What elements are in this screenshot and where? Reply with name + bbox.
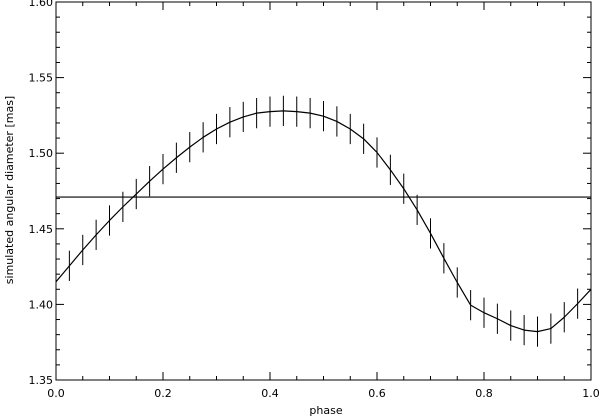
- x-tick-label: 0.2: [154, 387, 172, 400]
- y-tick-label: 1.50: [29, 147, 54, 160]
- plot-area: [55, 1, 592, 381]
- y-tick-label: 1.60: [29, 0, 54, 9]
- x-axis-ticks: 0.0 0.2 0.4 0.6 0.8 1.0: [47, 2, 600, 400]
- series-group: [55, 110, 592, 333]
- y-axis-label: simulated angular diameter [mas]: [3, 96, 16, 284]
- x-tick-label: 0.6: [368, 387, 386, 400]
- y-tick-label: 1.35: [29, 374, 54, 387]
- y-tick-label: 1.40: [29, 298, 54, 311]
- x-axis-label: phase: [309, 404, 342, 417]
- plot-frame: [55, 1, 592, 381]
- x-tick-label: 1.0: [582, 387, 600, 400]
- angular-diameter-curve: [55, 110, 592, 333]
- x-tick-label: 0.8: [475, 387, 493, 400]
- y-tick-label: 1.55: [29, 72, 54, 85]
- x-tick-label: 0.0: [47, 387, 65, 400]
- x-tick-label: 0.4: [261, 387, 279, 400]
- y-tick-label: 1.45: [29, 223, 54, 236]
- y-axis-ticks: 1.35 1.40 1.45 1.50 1.55 1.60: [29, 0, 591, 387]
